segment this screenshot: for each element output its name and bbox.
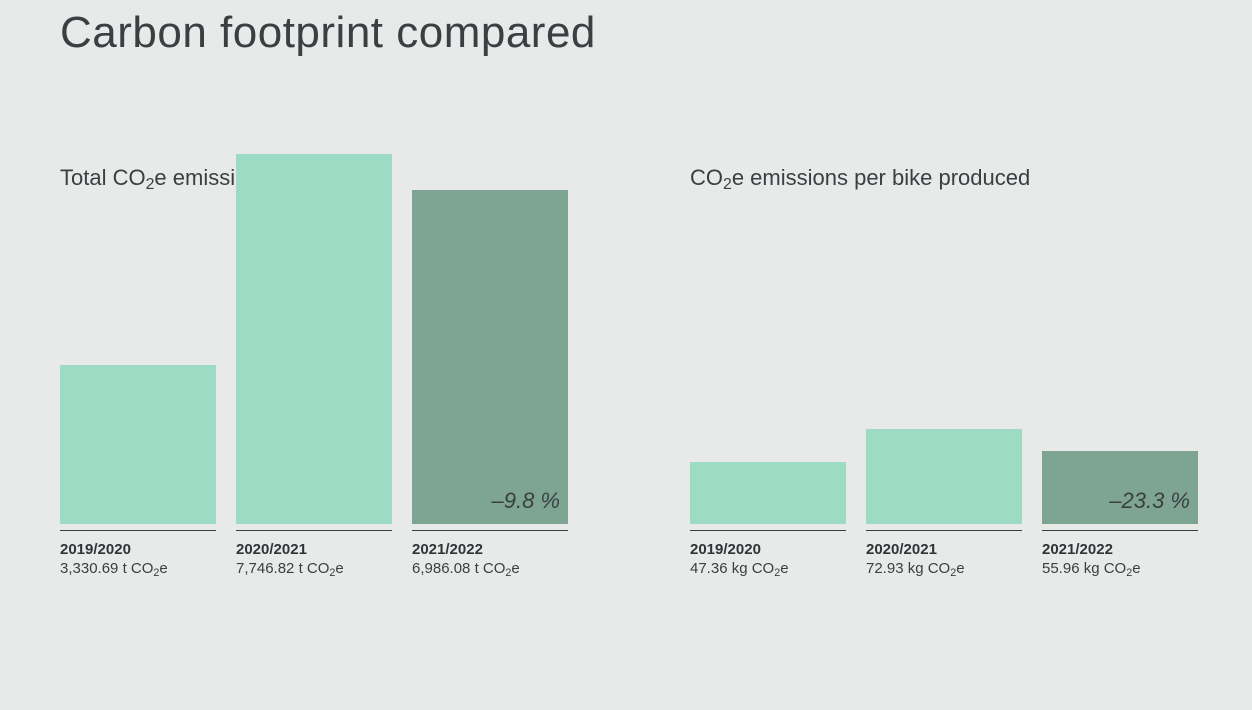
bar-value-unit: t CO2e — [123, 560, 168, 577]
bar-wrap: –23.3 % — [1042, 154, 1198, 524]
bar-value-unit: t CO2e — [299, 560, 344, 577]
bar-axis: 2020/2021 72.93 kg CO2e — [866, 530, 1022, 577]
bar-axis: 2021/2022 6,986.08 t CO2e — [412, 530, 568, 577]
bar-axis: 2019/2020 3,330.69 t CO2e — [60, 530, 216, 577]
bar-wrap — [60, 154, 216, 524]
bar-value-unit: kg CO2e — [732, 560, 789, 577]
bar-delta-label: –9.8 % — [492, 488, 561, 514]
bar — [866, 429, 1022, 524]
bar: –23.3 % — [1042, 451, 1198, 524]
bar-wrap — [690, 154, 846, 524]
bar-value-unit: t CO2e — [475, 560, 520, 577]
bar-value: 3,330.69 t CO2e — [60, 560, 216, 577]
chart-total-emissions: Total CO2e emissions 2019/2020 3,330.69 … — [60, 165, 570, 577]
bar-value-number: 7,746.82 — [236, 560, 294, 577]
bar-value: 7,746.82 t CO2e — [236, 560, 392, 577]
bar-period: 2020/2021 — [236, 541, 392, 558]
bar-axis: 2019/2020 47.36 kg CO2e — [690, 530, 846, 577]
bar-col: 2020/2021 72.93 kg CO2e — [866, 154, 1022, 577]
bar-period: 2019/2020 — [690, 541, 846, 558]
bar-col: –23.3 % 2021/2022 55.96 kg CO2e — [1042, 154, 1198, 577]
bar-value-number: 55.96 — [1042, 560, 1080, 577]
bar-col: –9.8 % 2021/2022 6,986.08 t CO2e — [412, 154, 568, 577]
bar-value: 55.96 kg CO2e — [1042, 560, 1198, 577]
bar-wrap — [866, 154, 1022, 524]
bar-period: 2020/2021 — [866, 541, 1022, 558]
chart-plot: 2019/2020 3,330.69 t CO2e 2020/2021 — [60, 207, 570, 577]
bar-period: 2021/2022 — [412, 541, 568, 558]
bar-delta-label: –23.3 % — [1109, 488, 1190, 514]
page-title: Carbon footprint compared — [60, 8, 596, 58]
bar-value-unit: kg CO2e — [908, 560, 965, 577]
charts-row: Total CO2e emissions 2019/2020 3,330.69 … — [60, 165, 1200, 577]
bar-value-number: 6,986.08 — [412, 560, 470, 577]
bar-wrap: –9.8 % — [412, 154, 568, 524]
bar-col: 2019/2020 47.36 kg CO2e — [690, 154, 846, 577]
chart-per-bike: CO2e emissions per bike produced 2019/20… — [690, 165, 1200, 577]
bar-col: 2020/2021 7,746.82 t CO2e — [236, 154, 392, 577]
bar-value: 72.93 kg CO2e — [866, 560, 1022, 577]
bar-value: 47.36 kg CO2e — [690, 560, 846, 577]
bar-axis: 2020/2021 7,746.82 t CO2e — [236, 530, 392, 577]
page-root: Carbon footprint compared Total CO2e emi… — [0, 0, 1252, 710]
bar-value-number: 3,330.69 — [60, 560, 118, 577]
bar — [690, 462, 846, 524]
bar-value: 6,986.08 t CO2e — [412, 560, 568, 577]
bar: –9.8 % — [412, 190, 568, 524]
bar-value-number: 47.36 — [690, 560, 728, 577]
bar-period: 2019/2020 — [60, 541, 216, 558]
bar-axis: 2021/2022 55.96 kg CO2e — [1042, 530, 1198, 577]
bar — [60, 365, 216, 524]
bar — [236, 154, 392, 524]
bar-wrap — [236, 154, 392, 524]
chart-plot: 2019/2020 47.36 kg CO2e 2020/2021 — [690, 207, 1200, 577]
bar-value-number: 72.93 — [866, 560, 904, 577]
bar-value-unit: kg CO2e — [1084, 560, 1141, 577]
bar-period: 2021/2022 — [1042, 541, 1198, 558]
bar-col: 2019/2020 3,330.69 t CO2e — [60, 154, 216, 577]
